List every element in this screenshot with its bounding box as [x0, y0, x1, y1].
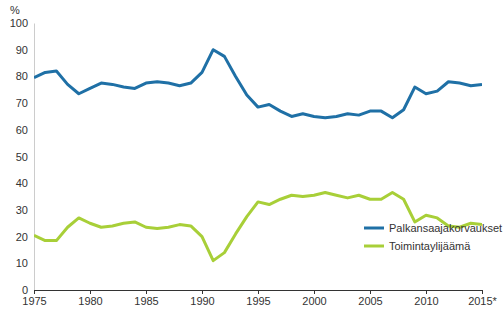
y-axis-title: % — [10, 4, 20, 16]
x-tick-mark — [146, 290, 147, 294]
x-axis: 1975 1980 1985 1990 1995 2000 2005 2010 2015* — [22, 290, 497, 307]
x-tick-label: 1985 — [134, 295, 158, 307]
x-tick-mark — [482, 290, 483, 294]
x-tick-label: 2015* — [468, 295, 497, 307]
x-tick: 1975 — [22, 290, 46, 307]
x-tick: 1985 — [134, 290, 158, 307]
y-tick-label: 90 — [16, 44, 28, 56]
y-tick: 70 — [16, 97, 34, 109]
y-tick-label: 100 — [10, 17, 28, 29]
x-tick-mark — [202, 290, 203, 294]
y-axis: 0102030405060708090100 — [10, 17, 35, 296]
legend: Palkansaajakorvaukset Toimintaylijäämä — [364, 222, 502, 252]
x-tick-mark — [90, 290, 91, 294]
legend-swatch — [364, 227, 384, 230]
x-tick: 2000 — [302, 290, 326, 307]
series-line — [34, 50, 482, 118]
x-tick-label: 1975 — [22, 295, 46, 307]
x-tick: 2010 — [414, 290, 438, 307]
y-tick: 50 — [16, 151, 34, 163]
plot: 0102030405060708090100197519801985199019… — [10, 17, 498, 307]
y-tick-label: 10 — [16, 257, 28, 269]
x-tick-mark — [314, 290, 315, 294]
y-tick-label: 30 — [16, 204, 28, 216]
legend-item: Palkansaajakorvaukset — [364, 222, 502, 234]
y-tick: 20 — [16, 231, 34, 243]
y-tick: 60 — [16, 124, 34, 136]
y-tick-label: 60 — [16, 124, 28, 136]
y-tick-label: 20 — [16, 231, 28, 243]
y-tick-label: 70 — [16, 97, 28, 109]
y-tick: 100 — [10, 17, 34, 29]
y-tick: 10 — [16, 257, 34, 269]
x-tick-label: 2010 — [414, 295, 438, 307]
legend-item: Toimintaylijäämä — [364, 240, 471, 252]
chart: 0102030405060708090100197519801985199019… — [0, 0, 504, 310]
x-tick: 2015* — [468, 290, 497, 307]
y-tick: 30 — [16, 204, 34, 216]
y-tick-label: 80 — [16, 70, 28, 82]
legend-label: Toimintaylijäämä — [389, 240, 471, 252]
legend-label: Palkansaajakorvaukset — [389, 222, 502, 234]
legend-swatch — [364, 245, 384, 248]
x-tick-mark — [258, 290, 259, 294]
x-tick: 1995 — [246, 290, 270, 307]
y-tick: 90 — [16, 44, 34, 56]
y-tick: 40 — [16, 177, 34, 189]
x-tick-label: 1990 — [190, 295, 214, 307]
x-tick-label: 1980 — [78, 295, 102, 307]
x-tick-label: 2005 — [358, 295, 382, 307]
x-tick: 1990 — [190, 290, 214, 307]
x-tick-mark — [426, 290, 427, 294]
x-tick: 2005 — [358, 290, 382, 307]
y-tick-label: 40 — [16, 177, 28, 189]
y-tick: 80 — [16, 70, 34, 82]
y-axis-line — [34, 24, 35, 291]
x-tick-label: 2000 — [302, 295, 326, 307]
x-tick: 1980 — [78, 290, 102, 307]
x-tick-label: 1995 — [246, 295, 270, 307]
y-tick-label: 50 — [16, 151, 28, 163]
x-tick-mark — [34, 290, 35, 294]
x-tick-mark — [370, 290, 371, 294]
